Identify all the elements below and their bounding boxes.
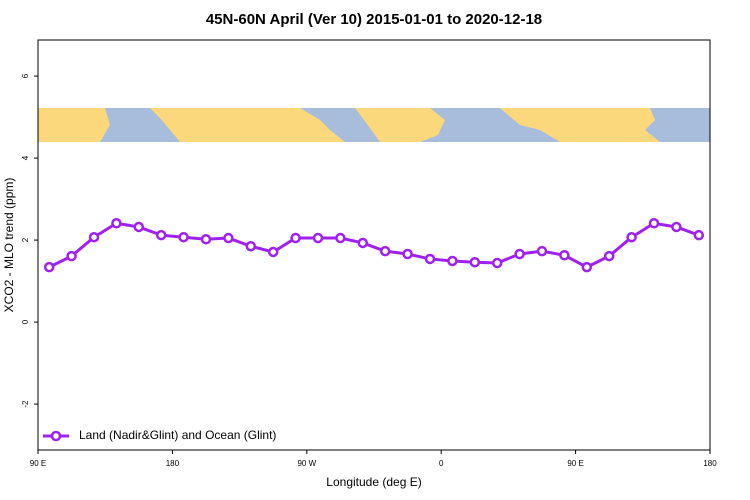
chart-title: 45N-60N April (Ver 10) 2015-01-01 to 202… <box>206 11 542 28</box>
y-tick-label: 6 <box>21 73 30 78</box>
series-point <box>155 229 167 241</box>
plot-frame <box>37 39 711 451</box>
series-point <box>111 218 122 229</box>
series-point <box>223 232 234 244</box>
series-point <box>200 234 212 245</box>
series-point <box>671 221 682 233</box>
y-tick-label: 4 <box>21 155 30 160</box>
series-point <box>66 250 77 262</box>
x-tick-label: 180 <box>166 459 180 468</box>
series-point <box>402 248 413 260</box>
x-tick-label: 90 E <box>30 459 46 468</box>
series-point <box>178 231 189 243</box>
series-point <box>603 250 615 262</box>
x-tick-label: 180 <box>703 459 717 468</box>
series-point <box>424 253 436 265</box>
y-axis-label: XCO2 - MLO trend (ppm) <box>2 178 16 313</box>
series-line <box>48 221 700 269</box>
x-tick-label: 90 W <box>297 459 316 468</box>
series-point <box>491 257 503 269</box>
series-point <box>559 250 570 261</box>
x-axis-label: Longitude (deg E) <box>326 475 421 489</box>
series-point <box>357 237 369 249</box>
series-point <box>245 240 257 252</box>
map-band <box>38 108 710 142</box>
series-point <box>267 246 279 258</box>
series-point <box>43 261 55 273</box>
y-tick-label: -2 <box>21 400 30 408</box>
series-point <box>693 229 705 241</box>
series-point <box>312 232 324 244</box>
series-point <box>335 232 346 244</box>
series-point <box>514 248 525 260</box>
series-point <box>581 261 593 273</box>
series-point <box>469 256 481 268</box>
series-point <box>648 218 660 229</box>
series-point <box>290 232 301 244</box>
legend-marker <box>50 430 62 442</box>
x-tick-label: 0 <box>439 459 444 468</box>
series-point <box>536 245 548 257</box>
series-point <box>626 231 637 243</box>
series-point <box>447 255 458 267</box>
series-point <box>88 231 100 243</box>
x-tick-label: 90 E <box>567 459 583 468</box>
legend-label: Land (Nadir&Glint) and Ocean (Glint) <box>79 428 276 442</box>
y-tick-label: 0 <box>21 319 30 324</box>
y-tick-label: 2 <box>21 237 30 242</box>
series-point <box>379 245 391 257</box>
series-point <box>133 221 145 233</box>
